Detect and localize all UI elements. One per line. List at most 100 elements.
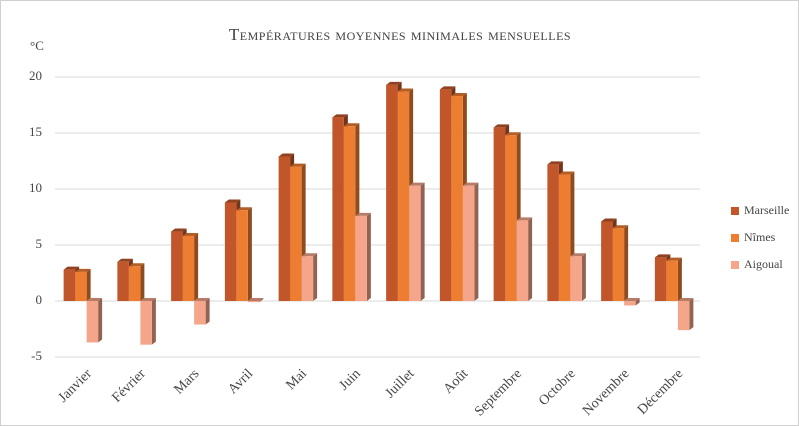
bar: [278, 156, 291, 301]
legend-swatch: [731, 261, 739, 269]
bar-top: [75, 268, 91, 272]
bar: [570, 256, 582, 301]
bar-side: [474, 182, 479, 301]
bar: [332, 117, 344, 301]
y-tick-label: 0: [36, 292, 43, 307]
bar: [516, 220, 529, 301]
bar-top: [182, 233, 199, 237]
bar-side: [86, 268, 91, 301]
bar-side: [528, 217, 533, 301]
bar-side: [247, 207, 252, 301]
bar-top: [278, 153, 295, 157]
bar-top: [332, 114, 348, 118]
y-tick-label: 20: [29, 68, 42, 83]
bar-top: [301, 253, 318, 257]
bar: [462, 185, 475, 301]
bar-side: [635, 298, 640, 306]
bar: [547, 164, 559, 301]
bar-top: [386, 81, 402, 85]
bar-side: [194, 233, 199, 301]
bar-top: [409, 182, 425, 186]
bar-top: [86, 298, 103, 301]
bar-top: [624, 298, 640, 301]
bar: [182, 236, 195, 301]
bar-side: [151, 298, 156, 345]
bar-side: [689, 298, 694, 331]
bar: [236, 210, 248, 301]
bar: [654, 257, 667, 301]
bar: [224, 202, 237, 301]
bar-side: [366, 212, 371, 301]
chart-title: Températures moyennes minimales mensuell…: [229, 25, 571, 44]
y-tick-label: 10: [29, 180, 42, 195]
bar: [194, 301, 206, 325]
legend-label: Marseille: [744, 203, 789, 217]
bar-top: [247, 298, 264, 301]
bar-side: [420, 182, 425, 301]
y-tick-label: 15: [29, 124, 42, 139]
bar: [171, 231, 183, 301]
bar-top: [63, 266, 80, 270]
bar-top: [570, 253, 586, 257]
bar-top: [505, 132, 521, 136]
y-axis-label: °C: [30, 38, 44, 53]
bar: [601, 221, 613, 301]
bar-top: [666, 257, 682, 261]
bar: [355, 215, 367, 301]
bar-side: [205, 298, 210, 325]
legend-label: Nîmes: [744, 230, 776, 244]
bar-top: [612, 225, 629, 229]
bar: [439, 89, 452, 301]
bar-top: [462, 182, 479, 186]
bar: [558, 174, 571, 301]
bar: [140, 301, 152, 345]
bar: [505, 135, 517, 301]
legend-label: Aigoual: [744, 257, 783, 271]
bar-side: [313, 253, 318, 301]
bar-side: [140, 263, 145, 301]
bar: [86, 301, 99, 343]
bar-top: [397, 88, 414, 92]
bar-side: [98, 298, 103, 343]
bar-top: [290, 163, 306, 167]
bar-top: [171, 228, 187, 232]
y-tick-label: -5: [31, 348, 42, 363]
bar-side: [677, 257, 682, 301]
bar: [117, 261, 129, 301]
bar: [409, 185, 421, 301]
legend-swatch: [731, 234, 739, 242]
bar: [624, 301, 636, 306]
bar-top: [439, 86, 456, 90]
bar: [63, 269, 76, 301]
bar-top: [493, 124, 510, 128]
bar: [666, 260, 678, 301]
legend-swatch: [731, 207, 739, 215]
bar-top: [547, 161, 563, 165]
bar-top: [236, 207, 252, 211]
bar-top: [128, 263, 145, 267]
bar: [343, 126, 356, 301]
bar-top: [558, 171, 575, 175]
bar-top: [140, 298, 156, 301]
bar-side: [624, 225, 629, 301]
bar-top: [355, 212, 371, 216]
bar: [493, 127, 506, 302]
bar-top: [451, 93, 467, 97]
bar: [677, 301, 690, 331]
bar-side: [259, 298, 264, 303]
bar: [451, 96, 463, 301]
bar-top: [654, 254, 671, 258]
bar: [397, 91, 410, 301]
bar: [75, 271, 87, 301]
bar-top: [194, 298, 210, 301]
bar-top: [343, 123, 360, 127]
bar: [386, 84, 398, 301]
bar: [612, 228, 625, 301]
bar: [247, 301, 260, 303]
bar: [290, 166, 302, 301]
bar-top: [516, 217, 533, 221]
bar-top: [117, 258, 133, 262]
bar-top: [601, 218, 617, 222]
bar: [128, 266, 141, 301]
bar-top: [224, 199, 241, 203]
